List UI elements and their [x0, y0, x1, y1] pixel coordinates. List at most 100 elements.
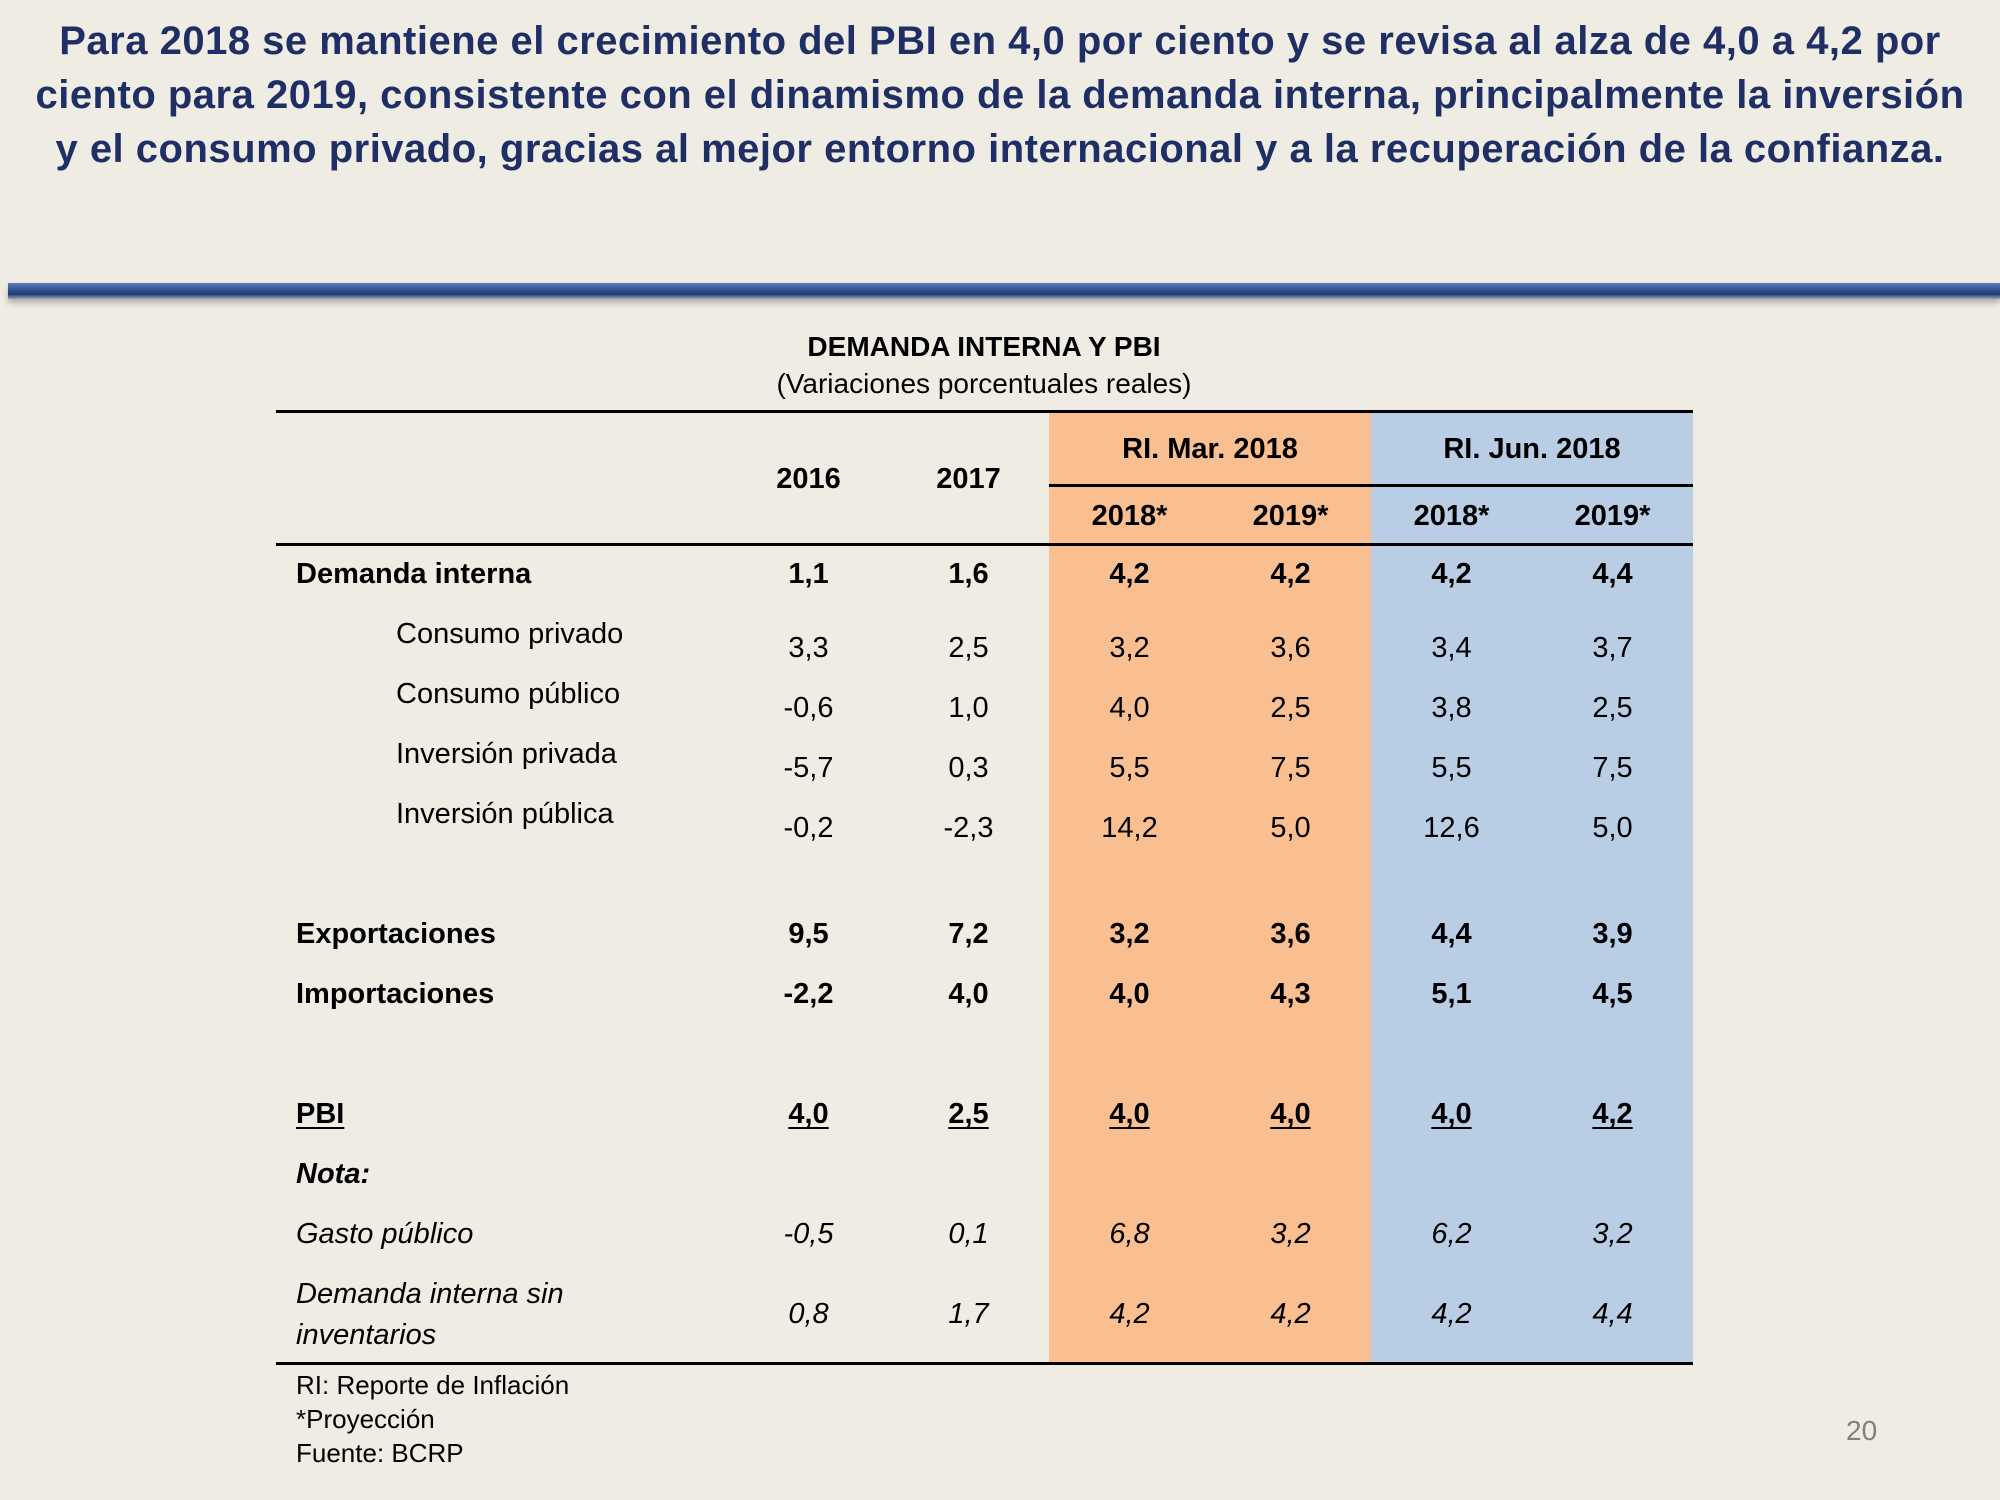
column-header-2017: 2017	[936, 463, 1001, 495]
table-cell: 4,5	[1592, 978, 1633, 1010]
table-title: DEMANDA INTERNA Y PBI	[807, 331, 1161, 362]
table-cell: 6,8	[1109, 1218, 1150, 1250]
table-cell: 4,0	[1210, 1098, 1371, 1131]
ri-mar-2018-band	[1049, 413, 1371, 1363]
table-cell: 2,5	[948, 632, 989, 664]
table-cell: 4,0	[728, 1098, 889, 1131]
row-label-inversion-privada: Inversión privada	[396, 738, 617, 770]
ri-jun-2018-band	[1371, 413, 1693, 1363]
table-cell: 7,5	[1270, 752, 1311, 784]
table-cell: 3,6	[1270, 918, 1311, 950]
table-cell: 3,2	[1592, 1218, 1633, 1250]
table-cell: 0,8	[788, 1298, 829, 1330]
table-cell: 4,0	[1049, 1098, 1210, 1131]
cell-value: 2,5	[948, 1098, 989, 1130]
table-cell: 4,2	[1109, 558, 1150, 590]
table-cell: -2,2	[783, 978, 834, 1010]
row-label-demanda-interna: Demanda interna	[296, 558, 532, 590]
table-cell: 9,5	[788, 918, 829, 950]
table-cell: 7,2	[948, 918, 989, 950]
table-cell: 3,2	[1109, 918, 1150, 950]
table-cell: 14,2	[1101, 812, 1158, 844]
footnote-fuente: Fuente: BCRP	[296, 1438, 464, 1468]
cell-value: 4,0	[1109, 1098, 1150, 1130]
table-cell: 0,1	[948, 1218, 989, 1250]
group-header-ri-mar: RI. Mar. 2018	[1122, 433, 1298, 465]
table-cell: 3,3	[788, 632, 829, 664]
header-bottom-rule	[276, 543, 1693, 546]
row-label-importaciones: Importaciones	[296, 978, 495, 1010]
row-label-inversion-publica: Inversión pública	[396, 798, 614, 830]
table-cell: 5,5	[1431, 752, 1472, 784]
row-label-demanda-interna-sin-inventarios-line2: inventarios	[296, 1319, 437, 1351]
table-cell: -0,6	[783, 692, 834, 724]
table-cell: 4,0	[1371, 1098, 1532, 1131]
table-cell: 5,0	[1270, 812, 1311, 844]
table-cell: 4,2	[1431, 558, 1472, 590]
column-header-mar-2019: 2019*	[1252, 500, 1329, 532]
row-label-consumo-privado: Consumo privado	[396, 618, 624, 650]
table-cell: 0,3	[948, 752, 989, 784]
table-cell: 3,8	[1431, 692, 1472, 724]
table-cell: 3,7	[1592, 632, 1633, 664]
table-cell: 4,0	[1109, 692, 1150, 724]
table-subtitle: (Variaciones porcentuales reales)	[776, 368, 1192, 399]
table-bottom-rule	[276, 1362, 1693, 1365]
table-cell: -0,5	[783, 1218, 834, 1250]
slide-headline: Para 2018 se mantiene el crecimiento del…	[35, 19, 1965, 171]
table-cell: 4,2	[1109, 1298, 1150, 1330]
footnote-ri: RI: Reporte de Inflación	[296, 1370, 570, 1400]
table-cell: 3,6	[1270, 632, 1311, 664]
footnote-proyeccion: *Proyección	[296, 1404, 435, 1434]
group-header-rule	[1049, 484, 1693, 487]
table-cell: 4,4	[1592, 558, 1633, 590]
column-header-jun-2018: 2018*	[1413, 500, 1490, 532]
table-cell: 4,4	[1592, 1298, 1633, 1330]
table-cell: 4,4	[1431, 918, 1472, 950]
table-cell: 4,0	[948, 978, 989, 1010]
table-cell: 4,2	[1431, 1298, 1472, 1330]
table-cell: 3,4	[1431, 632, 1472, 664]
table-cell: -5,7	[783, 752, 834, 784]
table-cell: 2,5	[1270, 692, 1311, 724]
table-cell: 4,2	[1532, 1098, 1693, 1131]
row-label-exportaciones: Exportaciones	[296, 918, 496, 950]
table-cell: 1,0	[948, 692, 989, 724]
cell-value: 4,2	[1592, 1098, 1633, 1130]
cell-value: 4,0	[1431, 1098, 1472, 1130]
table-cell: 6,2	[1431, 1218, 1472, 1250]
header-divider	[8, 283, 2000, 299]
row-label-nota: Nota:	[296, 1158, 371, 1190]
page-number: 20	[1846, 1415, 1878, 1446]
table-cell: 4,0	[1109, 978, 1150, 1010]
table-cell: 4,2	[1270, 558, 1311, 590]
table-cell: 5,1	[1431, 978, 1472, 1010]
row-label-gasto-publico: Gasto público	[296, 1218, 474, 1250]
table-cell: 3,2	[1109, 632, 1150, 664]
table-cell: 7,5	[1592, 752, 1633, 784]
column-header-mar-2018: 2018*	[1091, 500, 1168, 532]
table-cell: 2,5	[1592, 692, 1633, 724]
cell-value: 4,0	[1270, 1098, 1311, 1130]
table-cell: 5,5	[1109, 752, 1150, 784]
group-header-ri-jun: RI. Jun. 2018	[1443, 433, 1621, 465]
table-cell: 4,2	[1270, 1298, 1311, 1330]
table-cell: 1,1	[788, 558, 829, 590]
table-cell: 5,0	[1592, 812, 1633, 844]
table-cell: -0,2	[783, 812, 834, 844]
table-cell: 1,7	[948, 1298, 989, 1330]
table-cell: 1,6	[948, 558, 989, 590]
row-label-demanda-interna-sin-inventarios-line1: Demanda interna sin	[296, 1278, 564, 1310]
cell-value: 4,0	[788, 1098, 829, 1130]
table-cell: 3,2	[1270, 1218, 1311, 1250]
column-header-jun-2019: 2019*	[1574, 500, 1651, 532]
table-cell: 12,6	[1423, 812, 1480, 844]
column-header-2016: 2016	[776, 463, 841, 495]
row-label-pbi: PBI	[296, 1098, 345, 1130]
table-cell: 2,5	[888, 1098, 1049, 1131]
row-label-consumo-publico: Consumo público	[396, 678, 621, 710]
table-cell: 3,9	[1592, 918, 1633, 950]
table-cell: 4,3	[1270, 978, 1311, 1010]
table-cell: -2,3	[943, 812, 994, 844]
table-top-rule	[276, 410, 1693, 413]
